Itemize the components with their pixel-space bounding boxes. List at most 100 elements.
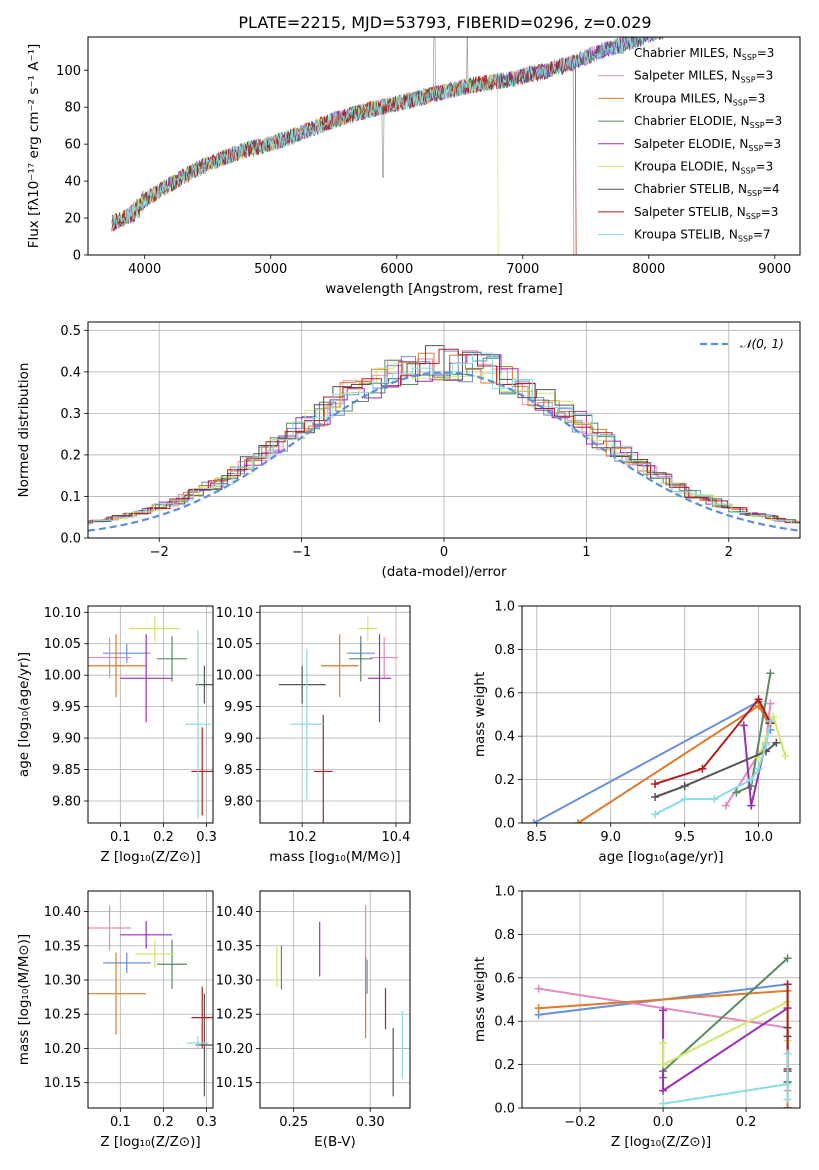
mass-weight-marker bbox=[761, 740, 770, 749]
legend-entry: 𝒩(0, 1) bbox=[740, 337, 784, 351]
y-tick-label: 9.90 bbox=[52, 732, 81, 747]
mass-weight-marker bbox=[529, 819, 538, 823]
plot-area-age_vs_z bbox=[88, 606, 213, 823]
y-tick-label: 10.10 bbox=[44, 606, 81, 621]
y-tick-label: 20 bbox=[64, 212, 81, 227]
y-tick-label: 10.40 bbox=[44, 905, 81, 920]
x-tick-label: 9.0 bbox=[600, 830, 621, 845]
y-tick-label: 9.85 bbox=[224, 763, 253, 778]
normal-reference-curve bbox=[88, 371, 800, 532]
axes-frame bbox=[259, 605, 411, 824]
x-tick-label: 0.2 bbox=[736, 1115, 757, 1130]
legend-nssp-prefix: , N bbox=[732, 137, 749, 151]
axes-frame bbox=[521, 605, 801, 824]
x-tick-label: 4000 bbox=[128, 262, 161, 277]
y-tick-label: 10.05 bbox=[216, 637, 253, 652]
spectrum-model-line bbox=[111, 37, 670, 229]
x-tick-label: 6000 bbox=[380, 262, 413, 277]
legend-nssp-value: 3 bbox=[767, 46, 775, 60]
legend-nssp-value: 7 bbox=[763, 228, 771, 242]
y-tick-label: 9.80 bbox=[224, 794, 253, 809]
mass-weight-marker bbox=[534, 1004, 543, 1013]
legend-nssp-prefix: , N bbox=[721, 228, 738, 242]
y-axis-label: Flux [fλ10⁻¹⁷ erg cm⁻² s⁻¹ A⁻¹] bbox=[26, 44, 42, 249]
axes-age_vs_z: 0.1 0.2 0.3 9.80 9.85 9.90 9.95 10.00 10.05 10.10… bbox=[16, 605, 217, 865]
mass-weight-marker bbox=[769, 712, 778, 721]
legend-name: Kroupa ELODIE bbox=[634, 160, 724, 174]
legend-nssp-eq: = bbox=[757, 46, 767, 60]
y-tick-label: 10.40 bbox=[216, 905, 253, 920]
x-tick-label: 8000 bbox=[632, 262, 665, 277]
y-axis-label: Normed distribution bbox=[16, 363, 32, 498]
x-tick-label: 0.25 bbox=[279, 1115, 308, 1130]
y-tick-label: 1.0 bbox=[494, 600, 515, 615]
legend-name: Salpeter MILES bbox=[634, 69, 724, 83]
mass-weight-marker bbox=[783, 1049, 792, 1058]
plot-area-spectrum bbox=[111, 37, 670, 255]
y-tick-label: 9.80 bbox=[52, 794, 81, 809]
mass-weight-marker bbox=[772, 738, 781, 747]
mass-weight-marker bbox=[766, 669, 775, 678]
legend-nssp-sub: SSP bbox=[741, 167, 756, 176]
mass-weight-marker bbox=[766, 699, 775, 708]
legend-nssp-eq: = bbox=[762, 182, 772, 196]
x-axis-label: (data-model)/error bbox=[381, 564, 507, 580]
y-tick-label: 1.0 bbox=[494, 885, 515, 900]
axes-massweight_vs_z: −0.2 0.0 0.2 0.0 0.2 0.4 0.6 0.8 1.0 Z [log₁₀(Z/Z… bbox=[472, 885, 801, 1150]
mass-weight-marker bbox=[783, 1080, 792, 1089]
axes-mass_vs_ebv: 0.25 0.30 10.15 10.20 10.25 10.30 10.35 10.40 E(… bbox=[216, 890, 411, 1150]
legend-nssp-prefix: , N bbox=[733, 114, 750, 128]
y-tick-label: 0.8 bbox=[494, 643, 515, 658]
y-tick-label: 0.3 bbox=[60, 407, 81, 422]
y-tick-label: 0.0 bbox=[494, 817, 515, 832]
legend-nssp-value: 3 bbox=[775, 114, 783, 128]
y-tick-label: 0.4 bbox=[494, 1015, 515, 1030]
x-axis-label: Z [log₁₀(Z/Z⊙)] bbox=[100, 849, 200, 865]
mass-weight-marker bbox=[783, 1095, 792, 1104]
x-tick-label: 0.3 bbox=[196, 1115, 217, 1130]
axes-massweight_vs_age: 8.5 9.0 9.5 10.0 0.0 0.2 0.4 0.6 0.8 1.0 age [log₁… bbox=[472, 600, 801, 865]
y-tick-label: 9.95 bbox=[224, 700, 253, 715]
mass-weight-marker bbox=[651, 779, 660, 788]
x-axis-label: Z [log₁₀(Z/Z⊙)] bbox=[100, 1134, 200, 1150]
legend-entry: Salpeter ELODIE, NSSP=3 bbox=[634, 137, 781, 153]
mass-weight-marker bbox=[732, 788, 741, 797]
legend-name: Salpeter ELODIE bbox=[634, 137, 732, 151]
x-tick-label: 0 bbox=[440, 545, 448, 560]
legend-nssp-sub: SSP bbox=[750, 121, 765, 130]
mass-weight-line bbox=[533, 700, 772, 823]
mass-weight-marker bbox=[747, 801, 756, 810]
x-axis-label: mass [log₁₀(M/M⊙)] bbox=[269, 849, 400, 865]
mass-weight-marker bbox=[754, 695, 763, 704]
mass-weight-marker bbox=[659, 1086, 668, 1095]
legend-nssp-value: 4 bbox=[772, 182, 780, 196]
mass-weight-line bbox=[654, 741, 777, 798]
mass-weight-marker bbox=[680, 795, 689, 804]
x-axis-label: Z [log₁₀(Z/Z⊙)] bbox=[611, 1134, 711, 1150]
y-tick-label: 60 bbox=[64, 138, 81, 153]
mass-weight-marker bbox=[722, 801, 731, 810]
y-tick-label: 10.15 bbox=[44, 1076, 81, 1091]
mass-weight-line bbox=[662, 1007, 789, 1093]
y-tick-label: 10.00 bbox=[216, 669, 253, 684]
y-tick-label: 10.10 bbox=[216, 606, 253, 621]
legend-nssp-eq: = bbox=[761, 205, 771, 219]
mass-weight-marker bbox=[783, 954, 792, 963]
legend-nssp-value: 3 bbox=[758, 91, 766, 105]
mass-weight-marker bbox=[659, 1060, 668, 1069]
x-axis-label: E(B-V) bbox=[314, 1134, 356, 1150]
legend-nssp-sub: SSP bbox=[746, 212, 761, 221]
x-tick-label: 9000 bbox=[758, 262, 791, 277]
axes-spectrum: 4000 5000 6000 7000 8000 9000 0 20 40 60 80 100 wave… bbox=[26, 36, 801, 297]
legend-entry: Chabrier STELIB, NSSP=4 bbox=[634, 182, 780, 198]
mass-weight-marker bbox=[574, 819, 583, 823]
y-tick-label: 10.35 bbox=[216, 939, 253, 954]
x-tick-label: −0.2 bbox=[564, 1115, 596, 1130]
plot-area-massweight_vs_age bbox=[522, 606, 800, 823]
legend-name: Chabrier MILES bbox=[634, 46, 725, 60]
x-axis-label: wavelength [Angstrom, rest frame] bbox=[325, 281, 563, 297]
y-tick-label: 0.2 bbox=[494, 1058, 515, 1073]
y-tick-label: 10.20 bbox=[216, 1042, 253, 1057]
mass-weight-marker bbox=[659, 1099, 668, 1108]
y-axis-label: mass weight bbox=[472, 957, 488, 1042]
